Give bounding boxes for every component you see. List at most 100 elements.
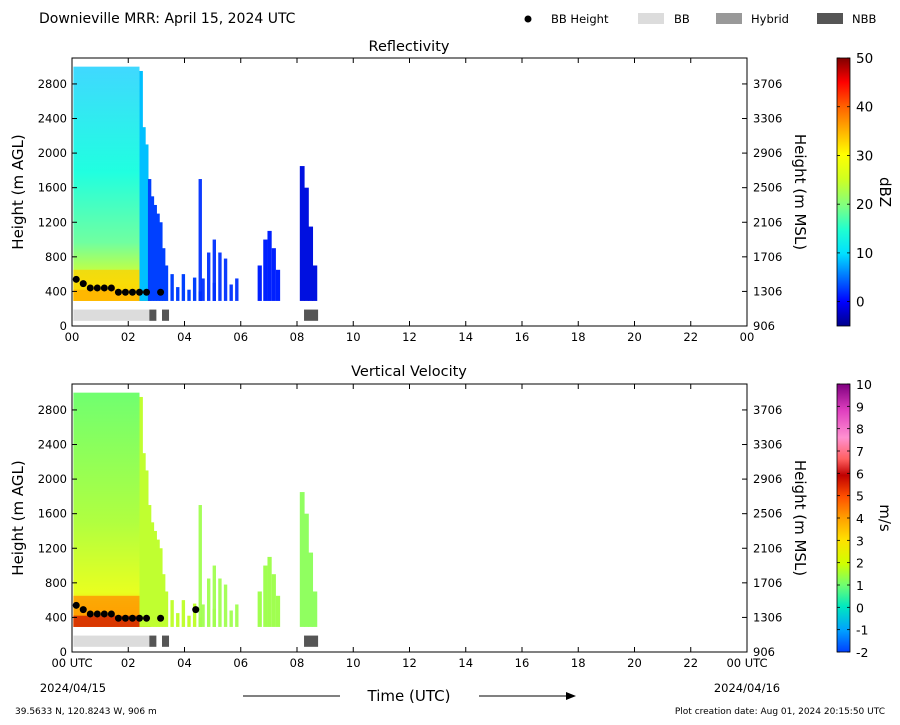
echo-cell — [223, 584, 228, 627]
echo-cell — [312, 591, 318, 627]
y-right-tick-label: 2906 — [753, 472, 782, 486]
vertical-velocity-colorbar-label: m/s — [876, 504, 894, 532]
colorbar-tick-label: 1 — [856, 578, 864, 593]
colorbar-tick-label: 10 — [856, 377, 872, 392]
colorbar-tick-label: 2 — [856, 556, 864, 571]
x-tick-label: 20 — [627, 330, 642, 344]
echo-cell — [207, 578, 211, 627]
y-tick-label: 400 — [45, 284, 67, 298]
legend-nbb-label: NBB — [852, 12, 876, 26]
legend-bb-height-label: BB Height — [551, 12, 609, 26]
x-tick-label: 10 — [346, 656, 361, 670]
x-tick-label: 00 — [65, 330, 80, 344]
x-tick-label: 02 — [121, 330, 136, 344]
y-tick-label: 800 — [45, 250, 67, 264]
y-right-tick-label: 3706 — [753, 77, 782, 91]
echo-column — [156, 213, 160, 301]
reflectivity-colorbar-label: dBZ — [876, 177, 894, 207]
y-right-tick-label: 3306 — [753, 438, 782, 452]
colorbar-tick-label: 4 — [856, 511, 864, 526]
echo-column — [147, 505, 152, 627]
echo-cell — [212, 239, 216, 301]
bb-height-point — [136, 288, 143, 296]
echo-column — [170, 274, 174, 301]
x-tick-label: 22 — [683, 656, 698, 670]
echo-column — [162, 574, 166, 627]
bb-height-point — [143, 614, 151, 622]
echo-column — [181, 274, 186, 301]
echo-cell — [229, 284, 233, 301]
legend-bb-height-marker — [524, 15, 532, 23]
colorbar-tick-label: 5 — [856, 489, 864, 504]
x-tick-label: 18 — [571, 656, 586, 670]
y-right-tick-label: 1306 — [753, 284, 782, 298]
echo-column — [176, 287, 180, 301]
echo-column — [139, 70, 143, 301]
end-date: 2024/04/16 — [714, 681, 780, 695]
bb-height-point — [100, 610, 108, 618]
x-tick-label: 20 — [627, 656, 642, 670]
echo-cell — [304, 513, 309, 627]
echo-cell — [271, 574, 276, 627]
plot-creation-date: Plot creation date: Aug 01, 2024 20:15:5… — [675, 707, 885, 717]
echo-column — [153, 530, 157, 627]
colorbar-tick-label: 7 — [856, 444, 864, 459]
echo-cell — [198, 179, 202, 301]
bb-type-bar — [162, 309, 170, 321]
echo-bright-band — [73, 615, 151, 627]
reflectivity-field — [73, 66, 318, 301]
y-right-tick-label: 1706 — [753, 250, 782, 264]
echo-column — [187, 615, 191, 627]
echo-cell — [308, 226, 314, 301]
bb-height-point — [79, 280, 87, 288]
colorbar-tick-label: 0 — [856, 600, 864, 615]
reflectivity-colorbar — [836, 57, 851, 327]
figure-title: Downieville MRR: April 15, 2024 UTC — [39, 11, 296, 27]
reflectivity-title: Reflectivity — [369, 39, 450, 55]
x-tick-label: 14 — [458, 656, 473, 670]
station-location: 39.5633 N, 120.8243 W, 906 m — [15, 707, 157, 717]
echo-column — [142, 127, 146, 301]
colorbar-tick-label: 20 — [856, 197, 873, 213]
x-tick-label: 00 UTC — [726, 656, 767, 670]
colorbar-tick-label: 40 — [856, 100, 873, 116]
y-right-tick-label: 1306 — [753, 610, 782, 624]
bb-height-point — [121, 288, 129, 296]
vertical-velocity-ylabel: Height (m AGL) — [9, 460, 27, 575]
echo-cell — [312, 265, 318, 301]
colorbar-tick-label: 3 — [856, 533, 864, 548]
y-tick-label: 2800 — [38, 403, 67, 417]
echo-cell — [223, 258, 228, 301]
echo-cell — [218, 252, 222, 301]
x-tick-label: 08 — [290, 330, 305, 344]
x-tick-label: 00 UTC — [51, 656, 92, 670]
vertical-velocity-field — [73, 392, 318, 627]
bb-type-bar — [73, 635, 150, 647]
colorbar-tick-label: 9 — [856, 399, 864, 414]
y-tick-label: 1200 — [38, 215, 67, 229]
echo-column — [162, 248, 166, 301]
y-tick-label: 1600 — [38, 181, 67, 195]
x-tick-label: 10 — [346, 330, 361, 344]
x-tick-label: 02 — [121, 656, 136, 670]
y-tick-label: 2400 — [38, 112, 67, 126]
bb-type-bar — [162, 635, 170, 647]
echo-cell — [229, 610, 233, 627]
echo-column — [153, 204, 157, 301]
y-tick-label: 2000 — [38, 472, 67, 486]
reflectivity-ylabel-right: Height (m MSL) — [791, 134, 809, 250]
x-tick-label: 14 — [458, 330, 473, 344]
x-tick-label: 06 — [233, 656, 248, 670]
bb-height-point — [121, 614, 129, 622]
y-tick-label: 1600 — [38, 507, 67, 521]
echo-cell — [299, 166, 305, 301]
y-right-tick-label: 1706 — [753, 576, 782, 590]
colorbar-tick-label: 8 — [856, 422, 864, 437]
bb-height-point — [86, 284, 94, 292]
colorbar-tick-label: 50 — [856, 51, 873, 67]
bb-height-point — [143, 288, 151, 296]
x-tick-label: 06 — [233, 330, 248, 344]
echo-cell — [257, 591, 262, 627]
echo-cell — [271, 248, 276, 301]
